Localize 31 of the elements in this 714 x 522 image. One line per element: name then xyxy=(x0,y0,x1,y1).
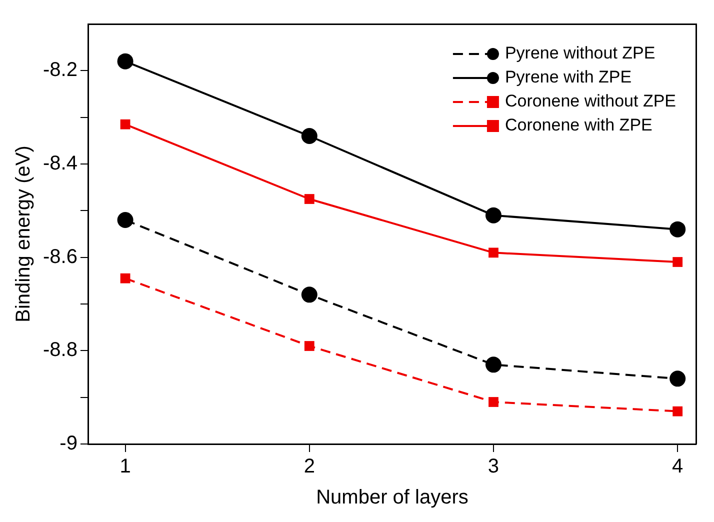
point xyxy=(488,248,498,258)
point xyxy=(120,273,130,284)
y-axis-title: Binding energy (eV) xyxy=(12,146,35,322)
y-tick-label: -9 xyxy=(60,432,78,455)
y-tick-label: -8.8 xyxy=(42,339,78,362)
point xyxy=(672,257,683,267)
point xyxy=(301,286,318,303)
legend-label: Coronene with ZPE xyxy=(504,116,652,135)
y-tick-label: -8.2 xyxy=(42,59,78,82)
point xyxy=(488,397,498,407)
legend-label: Coronene without ZPE xyxy=(504,92,676,111)
x-tick-label: 2 xyxy=(304,456,315,478)
point xyxy=(304,341,314,351)
point xyxy=(485,356,502,373)
point xyxy=(117,212,134,228)
point xyxy=(304,194,314,204)
x-tick-label: 3 xyxy=(488,456,500,478)
x-tick-label: 4 xyxy=(672,456,684,478)
point xyxy=(301,128,318,144)
point xyxy=(672,406,683,416)
point xyxy=(485,207,502,224)
point xyxy=(670,370,686,387)
legend-label: Pyrene without ZPE xyxy=(504,44,656,63)
point xyxy=(120,119,130,130)
point xyxy=(670,221,686,238)
y-tick-label: -8.4 xyxy=(42,152,78,175)
legend-label: Pyrene with ZPE xyxy=(504,68,632,87)
x-tick-label: 1 xyxy=(120,456,131,478)
y-tick-label: -8.6 xyxy=(42,246,78,268)
x-axis-title: Number of layers xyxy=(316,486,468,509)
point xyxy=(117,53,134,70)
